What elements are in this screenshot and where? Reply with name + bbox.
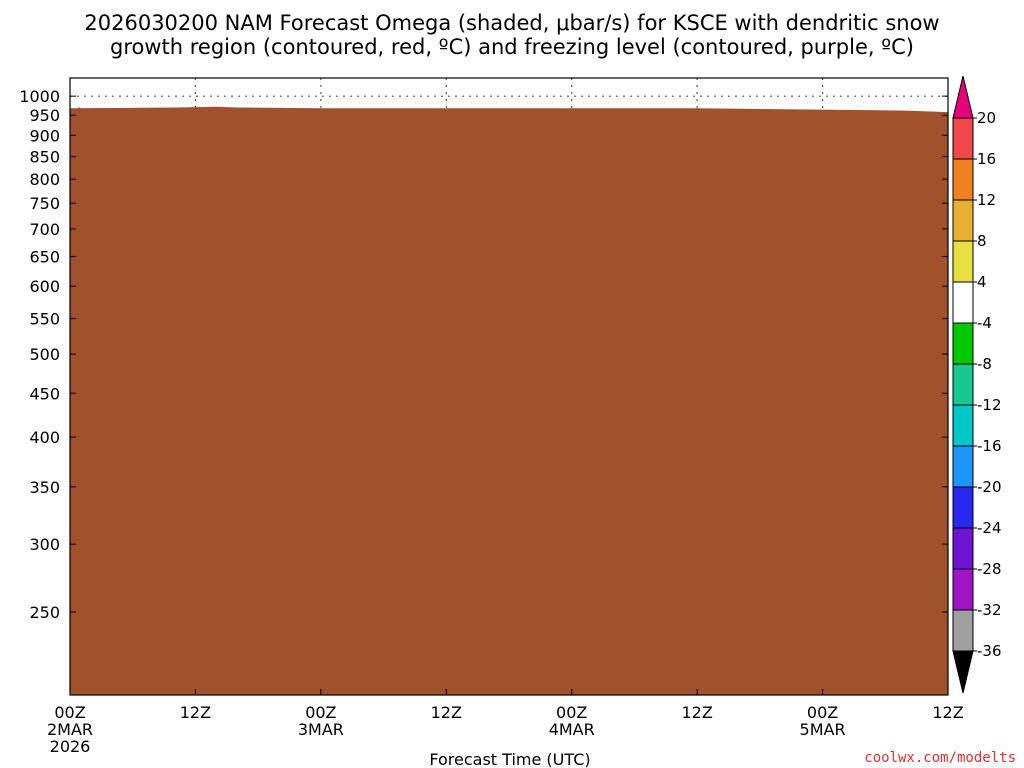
y-tick-label-450: 450 <box>29 384 60 403</box>
y-tick-label-300: 300 <box>29 535 60 554</box>
colorbar-seg-9 <box>952 486 974 529</box>
colorbar-seg-2 <box>952 199 974 242</box>
x-tick-year-0: 2026 <box>50 737 91 756</box>
colorbar-seg-11 <box>952 568 974 611</box>
x-tick-label-72: 00Z <box>807 703 838 722</box>
plot-frame <box>69 77 949 696</box>
colorbar-top-arrow <box>952 75 974 119</box>
colorbar-seg-0 <box>952 117 974 160</box>
y-tick-label-650: 650 <box>29 247 60 266</box>
colorbar-seg-10 <box>952 527 974 570</box>
colorbar: 20 16 12 8 4 -4 -8 -12 -16 -20 -24 -28 -32 -36 <box>952 75 1002 694</box>
colorbar-label-1: 16 <box>977 150 996 168</box>
colorbar-label-3: 8 <box>977 232 987 250</box>
colorbar-seg-12 <box>952 609 974 652</box>
y-tick-label-850: 850 <box>29 148 60 167</box>
colorbar-label-0: 20 <box>977 109 996 127</box>
terrain-fill <box>70 106 948 695</box>
y-tick-label-1000: 1000 <box>19 87 60 106</box>
x-tick-label-60: 12Z <box>681 703 712 722</box>
colorbar-label-10: -24 <box>977 519 1002 537</box>
colorbar-label-7: -12 <box>977 396 1002 414</box>
x-tick-label-0: 00Z <box>54 703 85 722</box>
colorbar-label-6: -8 <box>977 355 992 373</box>
y-tick-label-350: 350 <box>29 478 60 497</box>
x-axis-label: Forecast Time (UTC) <box>429 750 590 768</box>
x-tick-label-48: 00Z <box>556 703 587 722</box>
colorbar-seg-3 <box>952 240 974 283</box>
x-tick-date-48: 4MAR <box>549 720 595 739</box>
x-tick-date-0: 2MAR <box>47 720 93 739</box>
x-tick-label-36: 12Z <box>431 703 462 722</box>
y-tick-label-800: 800 <box>29 170 60 189</box>
colorbar-label-5: -4 <box>977 314 992 332</box>
y-tick-label-400: 400 <box>29 428 60 447</box>
colorbar-label-2: 12 <box>977 191 996 209</box>
axes: 250 300 350 400 450 500 550 600 650 700 750 800 850 9… <box>19 77 964 756</box>
y-tick-label-750: 750 <box>29 194 60 213</box>
colorbar-seg-8 <box>952 445 974 488</box>
colorbar-label-13: -36 <box>977 642 1002 660</box>
colorbar-seg-5 <box>952 322 974 365</box>
colorbar-seg-7 <box>952 404 974 447</box>
chart-title-line1: 2026030200 NAM Forecast Omega (shaded, μ… <box>84 11 939 35</box>
x-tick-date-24: 3MAR <box>298 720 344 739</box>
colorbar-seg-4 <box>952 281 974 324</box>
y-tick-label-600: 600 <box>29 277 60 296</box>
colorbar-label-8: -16 <box>977 437 1002 455</box>
y-tick-label-700: 700 <box>29 220 60 239</box>
colorbar-label-4: 4 <box>977 273 987 291</box>
colorbar-label-11: -28 <box>977 560 1002 578</box>
x-tick-label-24: 00Z <box>305 703 336 722</box>
y-tick-label-250: 250 <box>29 603 60 622</box>
credit-text: coolwx.com/modelts <box>864 750 1016 766</box>
colorbar-label-9: -20 <box>977 478 1002 496</box>
x-tick-date-72: 5MAR <box>800 720 846 739</box>
colorbar-seg-6 <box>952 363 974 406</box>
colorbar-seg-1 <box>952 158 974 201</box>
y-tick-label-900: 900 <box>29 126 60 145</box>
colorbar-bottom-arrow <box>952 650 974 694</box>
y-tick-label-500: 500 <box>29 345 60 364</box>
x-tick-label-12: 12Z <box>180 703 211 722</box>
terrain <box>70 106 948 695</box>
y-tick-label-550: 550 <box>29 310 60 329</box>
y-tick-label-950: 950 <box>29 106 60 125</box>
x-tick-label-84: 12Z <box>932 703 963 722</box>
colorbar-label-12: -32 <box>977 601 1002 619</box>
chart-title-line2: growth region (contoured, red, ºC) and f… <box>110 35 914 59</box>
